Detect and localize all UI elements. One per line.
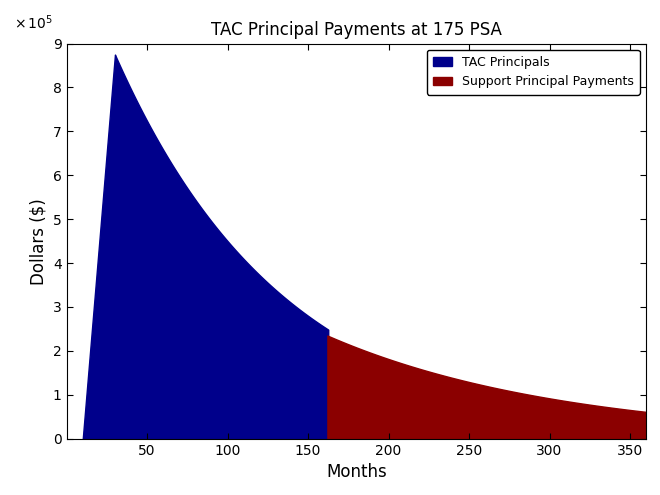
Text: $\times\,10^5$: $\times\,10^5$ xyxy=(14,14,53,33)
X-axis label: Months: Months xyxy=(326,463,387,481)
Y-axis label: Dollars ($): Dollars ($) xyxy=(30,198,48,285)
Legend: TAC Principals, Support Principal Payments: TAC Principals, Support Principal Paymen… xyxy=(427,50,640,95)
Title: TAC Principal Payments at 175 PSA: TAC Principal Payments at 175 PSA xyxy=(211,21,502,39)
